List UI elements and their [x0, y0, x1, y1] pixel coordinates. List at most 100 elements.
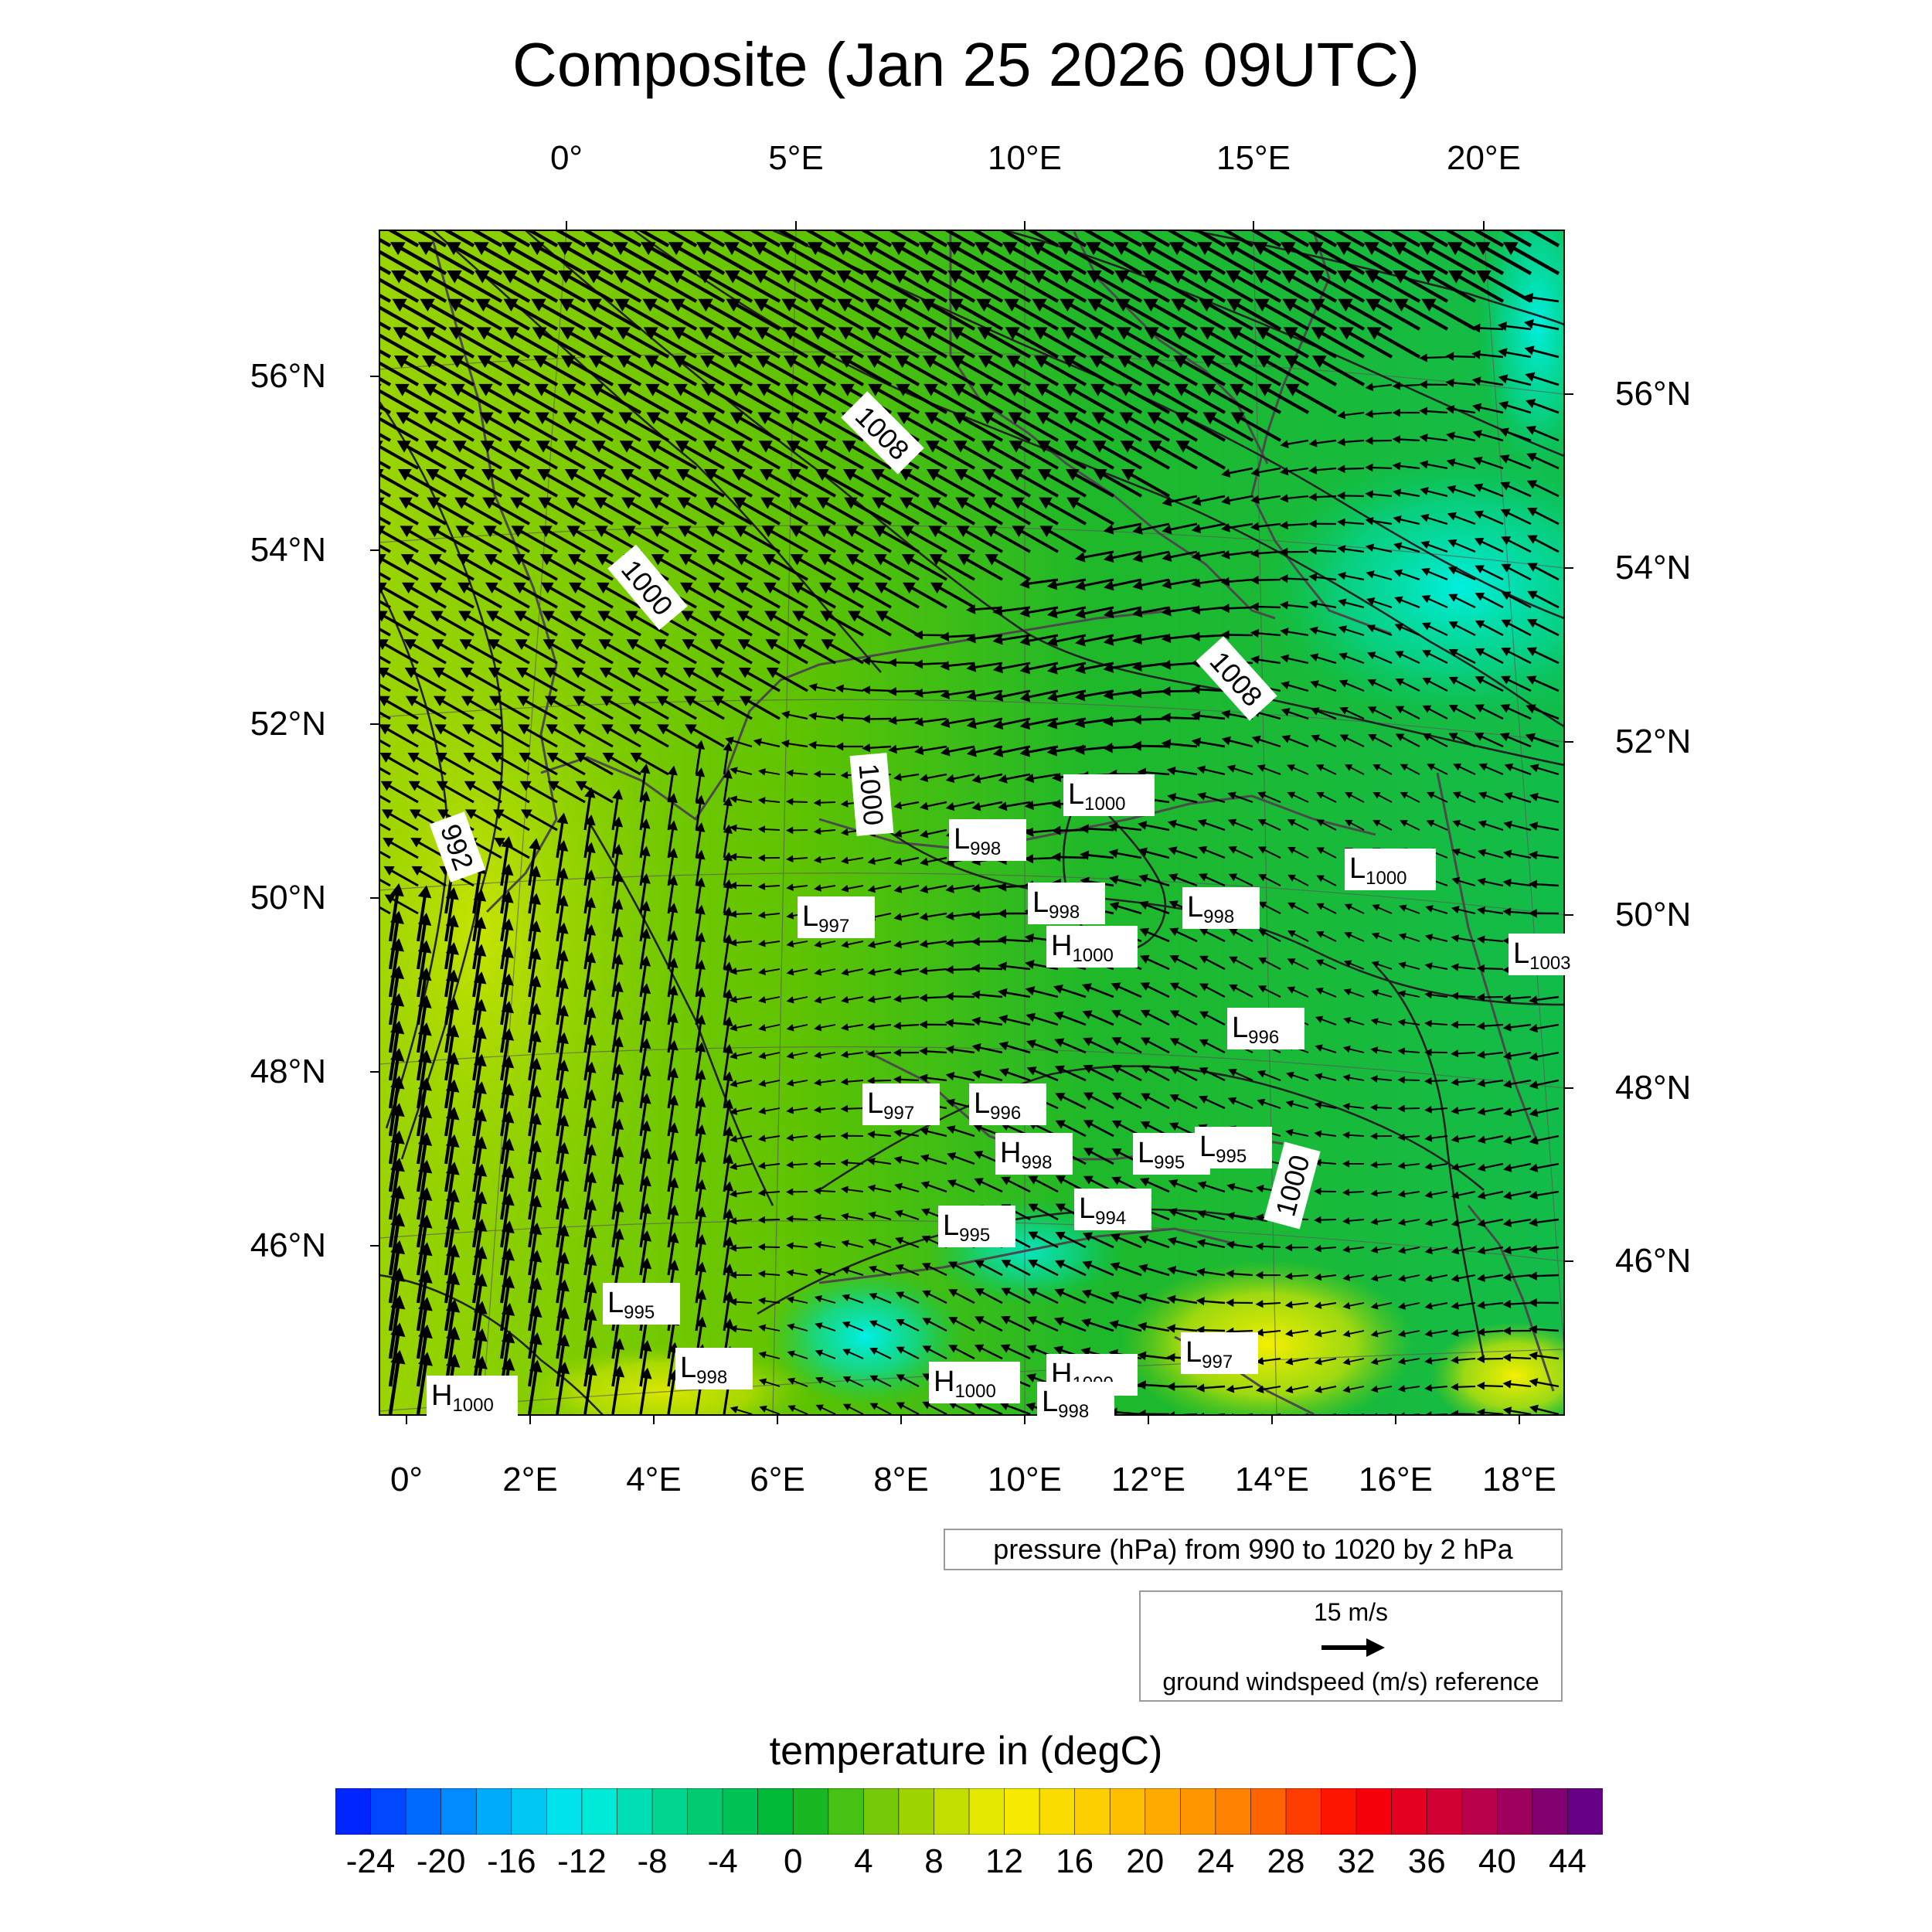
- wind-arrowhead: [920, 298, 936, 312]
- wind-arrow: [723, 1080, 730, 1109]
- wind-arrow: [1266, 360, 1310, 386]
- wind-arrowhead: [1336, 214, 1350, 226]
- wind-arrow: [1182, 332, 1226, 359]
- wind-arrow: [499, 1369, 510, 1415]
- wind-arrowhead: [757, 883, 766, 890]
- wind-arrow: [764, 1300, 781, 1304]
- wind-arrow: [1373, 709, 1393, 719]
- wind-arrowhead: [697, 270, 713, 284]
- wind-arrow: [1427, 463, 1448, 470]
- wind-arrowhead: [922, 355, 937, 369]
- wind-arrowhead: [568, 582, 582, 594]
- wind-arrow: [639, 827, 647, 859]
- wind-arrow: [1042, 303, 1087, 331]
- wind-arrow: [500, 1094, 509, 1137]
- wind-arrow: [1014, 303, 1060, 331]
- wind-arrowhead: [726, 327, 742, 340]
- wind-arrow: [791, 303, 837, 331]
- wind-arrowhead: [584, 1336, 597, 1349]
- wind-arrow: [764, 1354, 781, 1359]
- wind-arrow: [953, 1048, 975, 1054]
- wind-arrowhead: [473, 889, 487, 902]
- wind-arrowhead: [506, 383, 521, 396]
- wind-arrowhead: [487, 639, 500, 651]
- wind-arrowhead: [640, 955, 651, 967]
- wind-arrowhead: [1060, 327, 1076, 340]
- wind-arrowhead: [838, 327, 853, 340]
- wind-arrowhead: [787, 1350, 795, 1358]
- wind-arrowhead: [890, 242, 906, 256]
- wind-arrow: [847, 801, 864, 805]
- isobar-label: 992: [429, 811, 486, 883]
- wind-arrowhead: [484, 554, 498, 566]
- wind-arrowhead: [922, 1290, 931, 1298]
- wind-arrow: [820, 857, 836, 861]
- wind-arrowhead: [1394, 651, 1404, 659]
- wind-arrow: [706, 247, 753, 275]
- wind-arrow: [1032, 801, 1059, 807]
- wind-arrowhead: [1081, 1289, 1092, 1299]
- wind-arrow: [1458, 966, 1476, 971]
- isobar-label: 1000: [849, 753, 894, 836]
- wind-arrow: [825, 473, 864, 498]
- wind-arrow: [979, 993, 1003, 998]
- wind-arrow: [1508, 651, 1532, 665]
- wind-arrow: [1141, 689, 1170, 695]
- wind-arrowhead: [868, 1265, 877, 1274]
- wind-arrowhead: [501, 1056, 515, 1069]
- wind-arrow: [487, 360, 531, 386]
- wind-arrowhead: [1345, 819, 1353, 827]
- wind-arrow: [1345, 736, 1365, 747]
- wind-arrowhead: [757, 1189, 766, 1197]
- wind-arrow: [1234, 1071, 1253, 1082]
- wind-arrowhead: [786, 1024, 794, 1032]
- wind-arrow: [1401, 709, 1420, 720]
- wind-arrowhead: [1366, 298, 1381, 312]
- svg-text:L998: L998: [1032, 886, 1080, 923]
- wind-arrowhead: [1394, 596, 1403, 604]
- wind-arrow: [900, 884, 920, 890]
- wind-arrow: [695, 1353, 702, 1387]
- wind-arrowhead: [1478, 820, 1487, 828]
- wind-arrow: [908, 473, 947, 498]
- wind-arrow: [639, 772, 647, 803]
- wind-arrow: [625, 332, 670, 359]
- wind-arrowhead: [556, 1251, 570, 1264]
- wind-arrowhead: [841, 1213, 849, 1221]
- wind-arrow: [1430, 1022, 1448, 1026]
- wind-arrowhead: [514, 611, 527, 622]
- wind-arrow: [1263, 767, 1281, 775]
- wind-arrow: [874, 801, 892, 806]
- wind-arrowhead: [809, 298, 825, 312]
- wind-arrowhead: [1476, 270, 1492, 284]
- wind-arrow: [379, 571, 391, 581]
- wind-arrow: [1431, 994, 1448, 998]
- wind-arrowhead: [1256, 355, 1271, 369]
- wind-arrow: [512, 275, 559, 303]
- colorbar-tick-label: 24: [1196, 1842, 1235, 1880]
- wind-arrowhead: [1111, 1148, 1122, 1158]
- wind-arrow: [659, 529, 697, 553]
- wind-arrowhead: [473, 1191, 488, 1205]
- wind-arrow: [528, 1315, 538, 1359]
- wind-arrowhead: [612, 1366, 625, 1378]
- wind-arrowhead: [1199, 1011, 1209, 1019]
- wind-arrowhead: [1451, 905, 1460, 913]
- wind-arrowhead: [573, 724, 586, 735]
- wind-arrowhead: [1197, 818, 1207, 828]
- wind-arrow: [1510, 1246, 1532, 1251]
- wind-arrowhead: [511, 526, 525, 538]
- wind-arrowhead: [869, 1320, 878, 1328]
- wind-arrow: [550, 614, 586, 637]
- wind-arrow: [1264, 821, 1281, 831]
- wind-arrow: [1291, 1131, 1309, 1137]
- wind-arrow: [847, 940, 864, 946]
- wind-arrow: [1373, 655, 1393, 665]
- wind-arrowhead: [1502, 1022, 1512, 1032]
- wind-arrow: [771, 558, 808, 581]
- wind-arrow: [764, 770, 781, 775]
- wind-arrow: [604, 558, 641, 581]
- wind-arrowhead: [840, 800, 849, 808]
- left-lat-tick: 50°N: [250, 879, 326, 917]
- wind-arrowhead: [862, 714, 870, 724]
